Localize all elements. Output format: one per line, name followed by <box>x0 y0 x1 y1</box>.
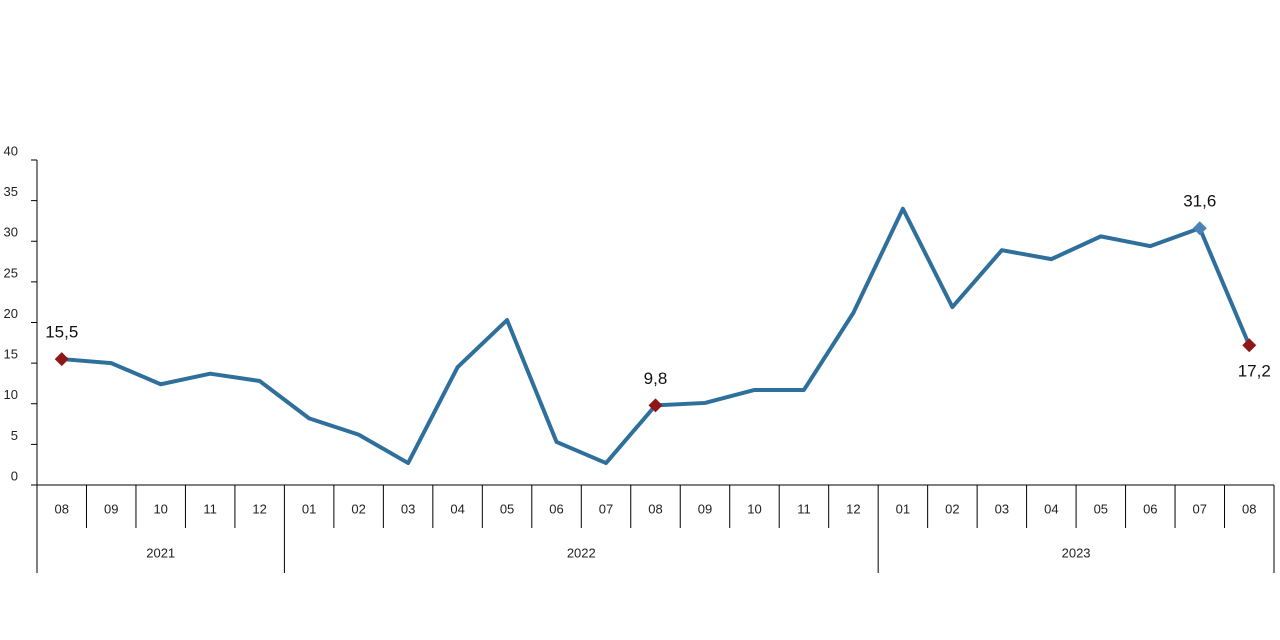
x-tick-label: 10 <box>153 501 167 516</box>
x-tick-label: 03 <box>995 501 1009 516</box>
data-label: 17,2 <box>1238 362 1271 381</box>
x-tick-label: 01 <box>302 501 316 516</box>
x-tick-label: 04 <box>1044 501 1058 516</box>
year-label: 2021 <box>146 545 175 560</box>
y-tick-label: 10 <box>4 387 18 402</box>
y-tick-label: 25 <box>4 265 18 280</box>
x-tick-label: 02 <box>351 501 365 516</box>
x-tick-label: 03 <box>401 501 415 516</box>
x-tick-label: 11 <box>203 501 217 516</box>
x-tick-label: 07 <box>599 501 613 516</box>
x-tick-label: 08 <box>55 501 69 516</box>
x-tick-label: 06 <box>1143 501 1157 516</box>
data-marker <box>1192 221 1207 236</box>
x-tick-label: 11 <box>797 501 811 516</box>
x-tick-label: 08 <box>648 501 662 516</box>
x-tick-label: 12 <box>252 501 266 516</box>
x-tick-label: 09 <box>698 501 712 516</box>
x-tick-label: 05 <box>1094 501 1108 516</box>
data-label: 31,6 <box>1183 192 1216 211</box>
x-tick-label: 08 <box>1242 501 1256 516</box>
year-label: 2022 <box>567 545 596 560</box>
y-tick-label: 40 <box>4 143 18 158</box>
y-tick-label: 5 <box>11 428 18 443</box>
data-line <box>61 206 1252 466</box>
y-tick-label: 30 <box>4 225 18 240</box>
y-tick-label: 20 <box>4 306 18 321</box>
data-marker <box>648 398 663 413</box>
y-tick-label: 15 <box>4 347 18 362</box>
x-tick-label: 07 <box>1193 501 1207 516</box>
x-tick-label: 01 <box>896 501 910 516</box>
year-label: 2023 <box>1062 545 1091 560</box>
data-label: 9,8 <box>644 369 668 388</box>
y-tick-label: 35 <box>4 184 18 199</box>
x-tick-label: 06 <box>549 501 563 516</box>
data-label: 15,5 <box>45 323 78 342</box>
x-tick-label: 12 <box>846 501 860 516</box>
x-tick-label: 10 <box>747 501 761 516</box>
x-tick-label: 02 <box>945 501 959 516</box>
x-tick-label: 04 <box>450 501 464 516</box>
x-tick-label: 09 <box>104 501 118 516</box>
x-tick-label: 05 <box>500 501 514 516</box>
y-tick-label: 0 <box>11 468 18 483</box>
data-marker <box>1242 338 1257 353</box>
data-marker <box>54 352 69 367</box>
